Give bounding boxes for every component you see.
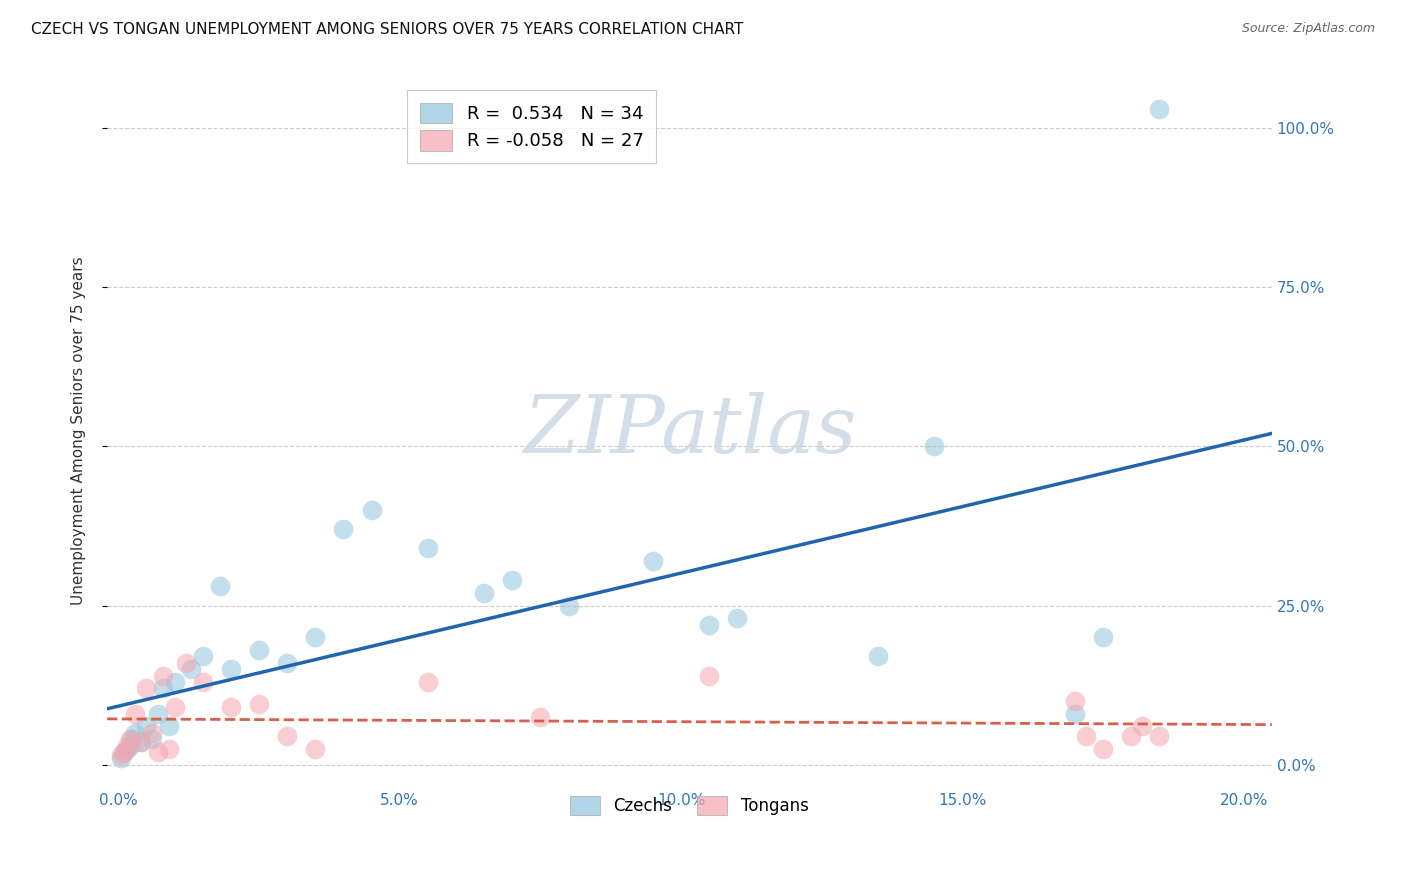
Point — [191, 649, 214, 664]
Point — [129, 735, 152, 749]
Point — [1064, 706, 1087, 721]
Point — [360, 503, 382, 517]
Point — [115, 741, 138, 756]
Point — [118, 732, 141, 747]
Point — [922, 440, 945, 454]
Text: Source: ZipAtlas.com: Source: ZipAtlas.com — [1241, 22, 1375, 36]
Point — [304, 741, 326, 756]
Point — [174, 656, 197, 670]
Point — [557, 599, 579, 613]
Point — [1132, 719, 1154, 733]
Point — [332, 522, 354, 536]
Point — [304, 631, 326, 645]
Point — [276, 729, 298, 743]
Point — [1076, 729, 1098, 743]
Point — [135, 681, 157, 696]
Point — [110, 751, 132, 765]
Point — [416, 674, 439, 689]
Legend: Czechs, Tongans: Czechs, Tongans — [560, 786, 818, 825]
Point — [121, 732, 143, 747]
Point — [118, 739, 141, 753]
Point — [1149, 729, 1171, 743]
Point — [124, 726, 146, 740]
Point — [208, 579, 231, 593]
Point — [163, 674, 186, 689]
Y-axis label: Unemployment Among Seniors over 75 years: Unemployment Among Seniors over 75 years — [72, 256, 86, 605]
Point — [219, 700, 242, 714]
Point — [472, 586, 495, 600]
Point — [866, 649, 889, 664]
Point — [1092, 631, 1115, 645]
Point — [276, 656, 298, 670]
Point — [157, 741, 180, 756]
Point — [1092, 741, 1115, 756]
Point — [112, 745, 135, 759]
Point — [129, 735, 152, 749]
Point — [247, 643, 270, 657]
Point — [112, 745, 135, 759]
Point — [110, 748, 132, 763]
Point — [141, 732, 163, 747]
Point — [141, 726, 163, 740]
Point — [157, 719, 180, 733]
Point — [501, 573, 523, 587]
Point — [416, 541, 439, 556]
Point — [180, 662, 202, 676]
Point — [219, 662, 242, 676]
Point — [163, 700, 186, 714]
Point — [152, 668, 174, 682]
Point — [115, 739, 138, 753]
Point — [697, 617, 720, 632]
Point — [146, 745, 169, 759]
Point — [529, 710, 551, 724]
Point — [1064, 694, 1087, 708]
Point — [697, 668, 720, 682]
Point — [1149, 102, 1171, 116]
Text: CZECH VS TONGAN UNEMPLOYMENT AMONG SENIORS OVER 75 YEARS CORRELATION CHART: CZECH VS TONGAN UNEMPLOYMENT AMONG SENIO… — [31, 22, 744, 37]
Point — [641, 554, 664, 568]
Point — [191, 674, 214, 689]
Text: ZIPatlas: ZIPatlas — [523, 392, 856, 469]
Point — [152, 681, 174, 696]
Point — [725, 611, 748, 625]
Point — [124, 706, 146, 721]
Point — [247, 697, 270, 711]
Point — [1121, 729, 1143, 743]
Point — [146, 706, 169, 721]
Point — [135, 719, 157, 733]
